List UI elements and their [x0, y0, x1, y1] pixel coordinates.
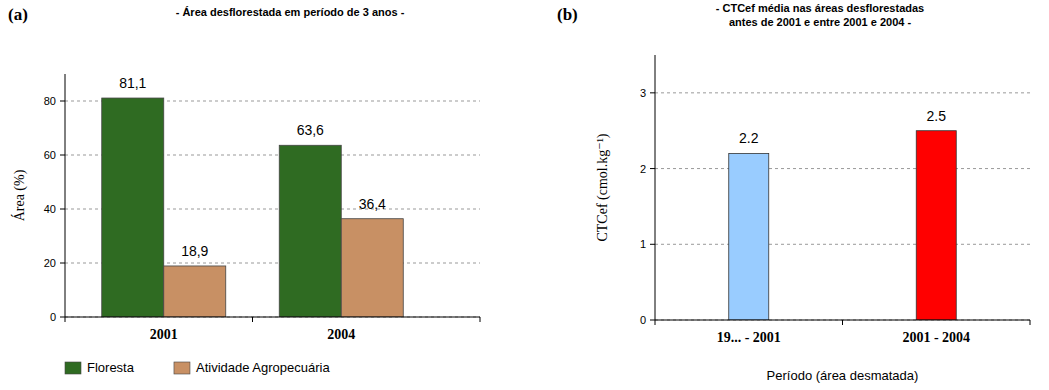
x-tick: [65, 317, 66, 322]
legend-swatch: [65, 362, 81, 374]
grid-line: [655, 92, 1030, 93]
y-axis-label: CTCef (cmol.kg⁻¹): [595, 133, 611, 241]
tick-mark: [650, 244, 655, 245]
chart-0: (a) - Área desflorestada em período de 3 …: [8, 5, 480, 375]
data-label: 81,1: [119, 75, 146, 91]
x-axis-label: Período (área desmatada): [767, 368, 919, 383]
bars: [102, 98, 404, 317]
data-label: 18,9: [181, 243, 208, 259]
tick-mark: [650, 168, 655, 169]
x-tick: [480, 317, 481, 322]
legend: Floresta Atividade Agropecuária: [65, 360, 330, 375]
tick-mark: [60, 263, 65, 264]
category-label: 2001 - 2004: [902, 330, 970, 345]
y-axis: [65, 74, 66, 317]
panel-label: (a): [8, 5, 28, 24]
tick-label: 0: [640, 314, 646, 326]
tick-label: 20: [44, 257, 56, 269]
y-axis-label: Área (%): [11, 169, 28, 221]
tick-mark: [650, 320, 655, 321]
bar: [341, 219, 403, 317]
tick-mark: [60, 317, 65, 318]
grid-line: [65, 317, 480, 318]
category-label: 19... - 2001: [717, 330, 781, 345]
chart-canvas: (a) - Área desflorestada em período de 3 …: [0, 0, 1049, 390]
page: chart html, body { margin: 0; padding: 0…: [0, 0, 1049, 390]
y-axis: [655, 55, 656, 320]
tick-label: 80: [44, 95, 56, 107]
bar: [102, 98, 164, 317]
x-axis: [65, 317, 480, 318]
page-body: {"chart_data": [ {"type": "bar", "annota…: [0, 0, 1049, 390]
chart-title: - Área desflorestada em período de 3 ano…: [176, 6, 405, 18]
tick-label: 60: [44, 149, 56, 161]
data-label: 36,4: [359, 196, 386, 212]
x-tick: [252, 317, 253, 322]
chart-subtitle: antes de 2001 e entre 2001 e 2004 -: [729, 16, 912, 28]
data-label: 63,6: [297, 122, 324, 138]
tick-label: 1: [640, 238, 646, 250]
bar: [916, 131, 956, 320]
category-label: 2001: [150, 327, 178, 342]
panel-label: (b): [557, 5, 578, 24]
data-labels: 2.2 2.5: [739, 108, 946, 147]
category-label: 2004: [327, 327, 355, 342]
tick-label: 40: [44, 203, 56, 215]
data-label: 2.2: [739, 130, 759, 146]
tick-mark: [650, 92, 655, 93]
legend-label: Floresta: [87, 360, 135, 375]
x-tick: [655, 320, 656, 325]
grid-line: [655, 168, 1030, 169]
bar: [279, 145, 341, 317]
chart-title: - CTCef média nas áreas desflorestadas: [716, 2, 924, 14]
legend-label: Atividade Agropecuária: [196, 360, 330, 375]
bars: [729, 131, 957, 320]
tick-label: 2: [640, 163, 646, 175]
tick-label: 3: [640, 87, 646, 99]
tick-mark: [60, 101, 65, 102]
chart-1: (b) - CTCef média nas áreas desflorestada…: [557, 2, 1030, 383]
bar: [729, 153, 769, 320]
data-labels: 81,1 63,6 18,9 36,4: [119, 75, 386, 259]
grid-line: [655, 244, 1030, 245]
x-tick: [1030, 320, 1031, 325]
x-tick: [842, 320, 843, 325]
tick-mark: [60, 209, 65, 210]
legend-swatch: [174, 362, 190, 374]
tick-mark: [60, 155, 65, 156]
data-label: 2.5: [927, 108, 947, 124]
bar: [164, 266, 226, 317]
tick-label: 0: [50, 311, 56, 323]
